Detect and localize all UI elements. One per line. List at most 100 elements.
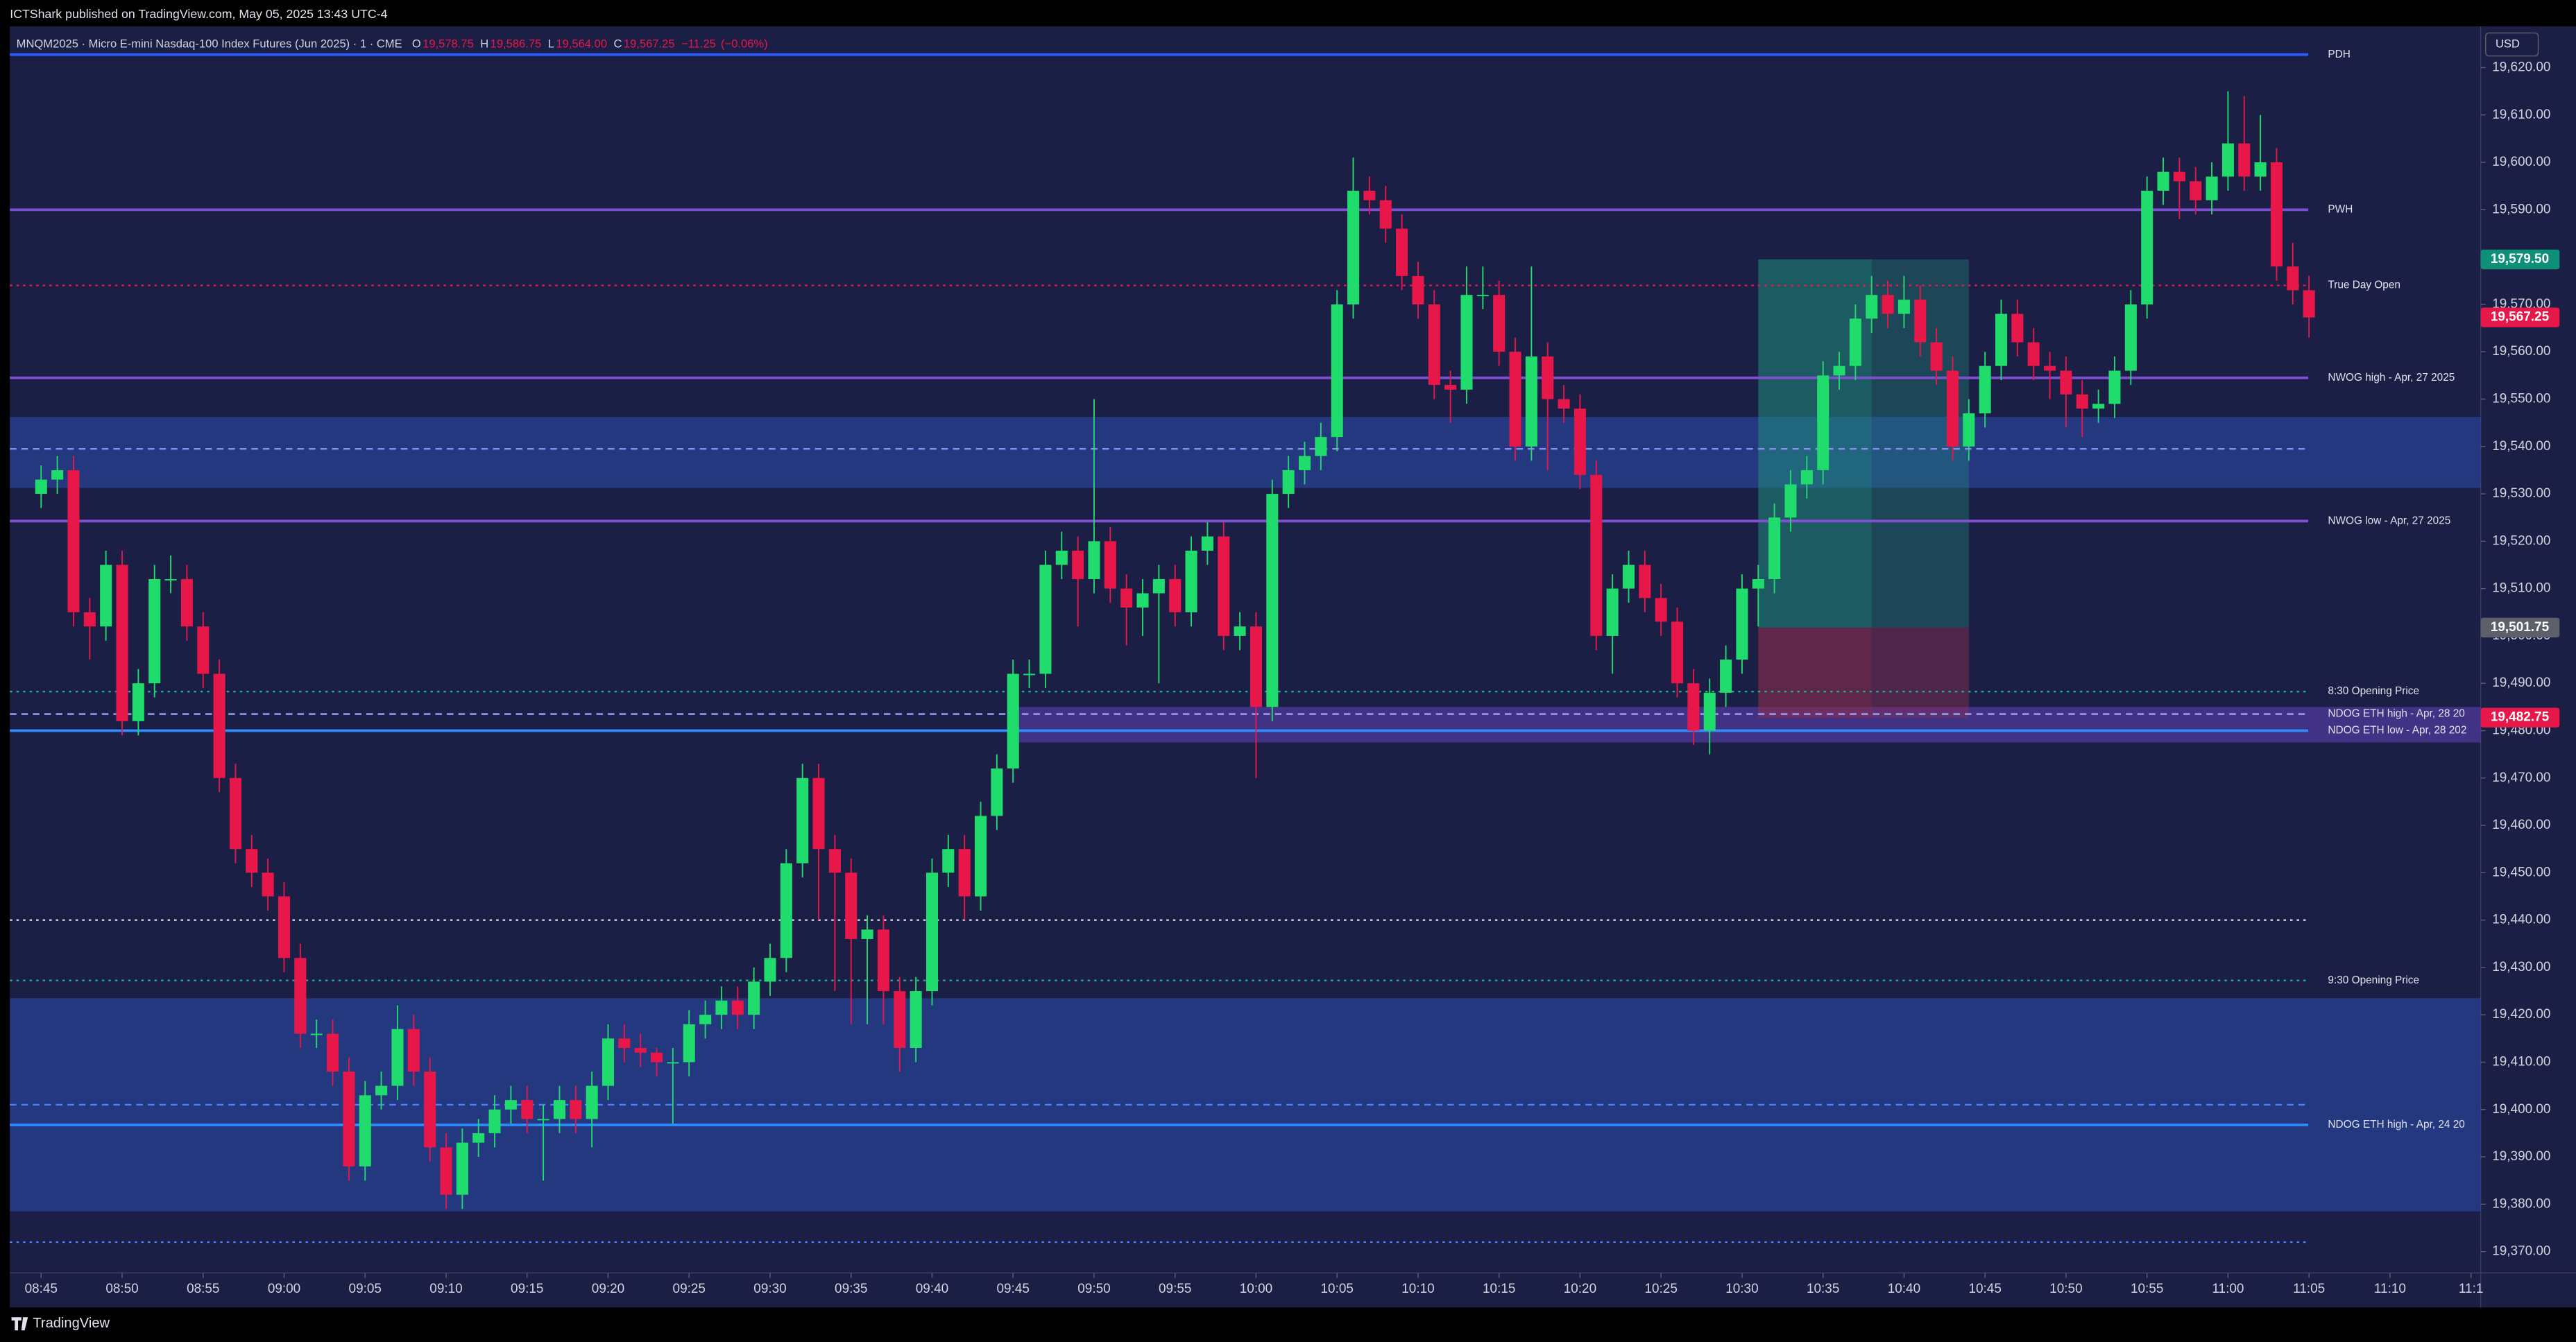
level-label: NDOG ETH high - Apr, 24 20 (2328, 1119, 2464, 1130)
candle-body (164, 578, 177, 580)
x-tick-label: 08:50 (105, 1282, 138, 1296)
candle-body (1315, 437, 1327, 456)
candle-body (2108, 370, 2121, 404)
candle-body (83, 612, 96, 627)
candle-body (148, 578, 161, 684)
candle-body (1379, 200, 1392, 229)
candle-body (1542, 356, 1554, 399)
x-tick-label: 09:00 (268, 1282, 300, 1296)
legend-key: H (480, 37, 488, 50)
candle-body (1428, 304, 1440, 385)
candle-body (1963, 413, 1975, 447)
level-label: NWOG low - Apr, 27 2025 (2328, 515, 2450, 526)
price-tag-label: 19,501.75 (2491, 620, 2549, 635)
candle-body (748, 981, 760, 1015)
candle-body (1573, 408, 1586, 475)
candle-body (2124, 304, 2137, 371)
x-tick-label: 09:40 (916, 1282, 948, 1296)
candle-body (1331, 304, 1343, 438)
candle-body (1833, 365, 1845, 376)
candle-body (1622, 565, 1635, 589)
level-label: NDOG ETH low - Apr, 28 202 (2328, 725, 2466, 737)
candle-body (2238, 143, 2251, 177)
candle-body (2157, 171, 2169, 191)
candle-body (375, 1085, 388, 1096)
candle-body (1007, 673, 1019, 769)
candle-body (1234, 626, 1246, 636)
legend-key: L (548, 37, 554, 50)
candle-body (861, 929, 873, 939)
position-target (1758, 259, 1969, 628)
x-tick-label: 08:45 (25, 1282, 58, 1296)
candle-body (504, 1100, 517, 1110)
candle-body (327, 1033, 339, 1072)
y-tick-label: 19,390.00 (2492, 1149, 2550, 1164)
currency-button[interactable] (2485, 32, 2539, 57)
price-tag (2480, 307, 2560, 327)
y-tick-label: 19,550.00 (2492, 391, 2550, 406)
candle-body (278, 896, 291, 958)
y-tick-label: 19,620.00 (2492, 60, 2550, 74)
currency-label[interactable]: USD (2496, 37, 2520, 50)
candle-body (1882, 295, 1894, 314)
candle-body (796, 777, 809, 863)
candle-body (651, 1052, 663, 1063)
y-tick-label: 19,600.00 (2492, 155, 2550, 169)
candle-body (2206, 176, 2218, 200)
candle-body (1720, 660, 1732, 693)
y-tick-label: 19,410.00 (2492, 1054, 2550, 1069)
time-axis (10, 1273, 2576, 1308)
candle-body (1363, 191, 1376, 200)
x-tick-label: 10:50 (2049, 1282, 2082, 1296)
candle-body (1995, 313, 2008, 366)
legend-key: O (412, 37, 421, 50)
candle-body (1639, 565, 1651, 599)
y-tick-label: 19,430.00 (2492, 960, 2550, 974)
legend-change-pct: (−0.06%) (721, 37, 768, 50)
price-tag-label: 19,567.25 (2491, 310, 2549, 325)
y-tick-label: 19,370.00 (2492, 1244, 2550, 1259)
candle-body (974, 816, 987, 897)
candle-body (1088, 541, 1100, 579)
candle-body (100, 565, 112, 627)
x-tick-label: 09:30 (753, 1282, 786, 1296)
candle-body (1136, 593, 1149, 608)
candle-body (359, 1095, 371, 1167)
y-tick-label: 19,540.00 (2492, 439, 2550, 454)
x-tick-label: 11:05 (2293, 1282, 2325, 1296)
candle-body (2092, 404, 2105, 409)
candle-body (1347, 191, 1360, 304)
candle-body (197, 626, 210, 674)
legend-change: −11.25 (681, 37, 716, 50)
y-tick-label: 19,520.00 (2492, 533, 2550, 548)
candle-body (910, 991, 922, 1049)
candle-body (1671, 621, 1684, 684)
candle-body (764, 958, 776, 982)
brand-name: TradingView (33, 1316, 110, 1331)
candle-body (537, 1119, 549, 1121)
position-stop (1758, 627, 1969, 718)
candle-body (699, 1015, 712, 1024)
x-tick-label: 10:30 (1725, 1282, 1758, 1296)
candle-body (926, 872, 939, 992)
candle-body (2221, 143, 2234, 177)
candle-body (1784, 484, 1797, 518)
candle-body (440, 1147, 452, 1195)
legend-value: 19,586.75 (491, 37, 542, 50)
x-tick-label: 10:35 (1807, 1282, 1839, 1296)
candle-body (1444, 384, 1457, 390)
x-tick-label: 11:1 (2459, 1282, 2483, 1296)
level-label: NWOG high - Apr, 27 2025 (2328, 372, 2455, 384)
x-tick-label: 10:45 (1968, 1282, 2001, 1296)
candle-body (472, 1133, 485, 1143)
candle-body (488, 1109, 501, 1133)
candle-body (1023, 673, 1036, 676)
candle-body (391, 1029, 404, 1086)
candle-body (132, 683, 144, 721)
candle-body (1849, 318, 1861, 366)
candle-body (942, 849, 955, 873)
x-tick-label: 10:20 (1564, 1282, 1596, 1296)
level-label: True Day Open (2328, 279, 2400, 291)
y-tick-label: 19,510.00 (2492, 581, 2550, 596)
candle-body (1946, 370, 1959, 447)
